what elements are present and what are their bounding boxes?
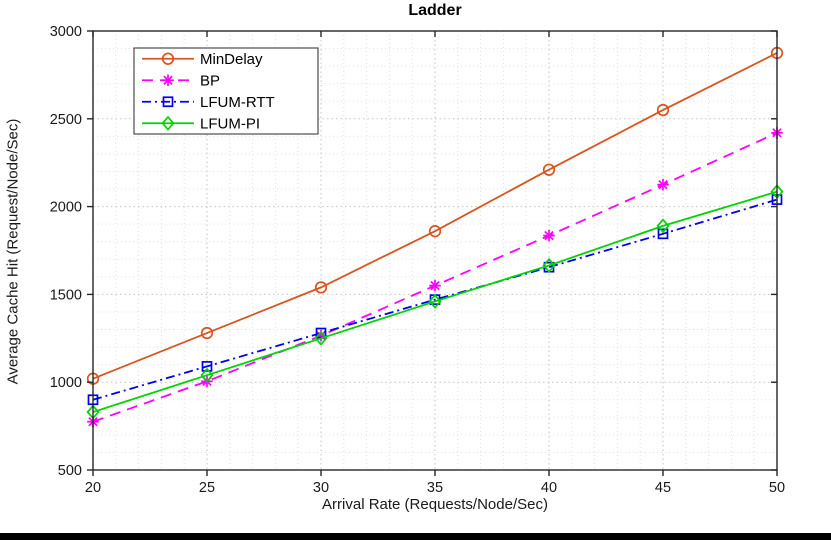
x-axis-label: Arrival Rate (Requests/Node/Sec) [322, 496, 548, 513]
x-tick-label: 25 [199, 480, 215, 496]
y-tick-label: 3000 [50, 24, 82, 40]
x-tick-label: 30 [313, 480, 329, 496]
circle-marker-icon [314, 281, 328, 294]
x-tick-label: 40 [541, 480, 557, 496]
circle-marker-icon [200, 326, 214, 340]
legend-label: MinDelay [200, 51, 263, 68]
axes [87, 30, 778, 476]
asterisk-marker-icon [429, 279, 441, 292]
y-tick-label: 500 [58, 463, 82, 479]
square-marker-icon [162, 96, 174, 108]
legend-label: BP [200, 72, 220, 89]
x-tick-label: 45 [655, 480, 671, 496]
asterisk-marker-icon [543, 229, 555, 242]
x-tick-label: 50 [769, 480, 785, 496]
x-tick-label: 20 [85, 480, 101, 496]
legend-item: MinDelay [142, 51, 263, 68]
legend-label: LFUM-RTT [200, 94, 275, 111]
y-tick-label: 2500 [50, 112, 82, 128]
circle-marker-icon [428, 225, 442, 238]
square-marker-icon [201, 361, 213, 372]
y-tick-label: 1000 [50, 375, 82, 391]
diamond-marker-icon [200, 367, 214, 383]
circle-marker-icon [656, 103, 670, 117]
diamond-marker-icon [656, 218, 670, 234]
x-tick-label: 35 [427, 480, 443, 496]
diamond-marker-icon [161, 115, 175, 131]
tick-labels: 20 25 30 35 40 45 50 500 1000 1500 2000 2500 3000 [50, 24, 785, 496]
diamond-marker-icon [428, 293, 442, 309]
diamond-marker-icon [542, 257, 556, 273]
y-tick-label: 2000 [50, 200, 82, 216]
legend-item: LFUM-PI [142, 115, 260, 132]
circle-marker-icon [161, 52, 175, 65]
legend-item: BP [142, 72, 220, 89]
legend: MinDelay BP LFUM-RTT LFUM-PI [133, 47, 319, 135]
series-lfum-pi [86, 184, 784, 420]
diamond-marker-icon [314, 330, 328, 346]
chart-title: Ladder [408, 2, 462, 19]
y-tick-label: 1500 [50, 287, 82, 303]
asterisk-marker-icon [162, 74, 174, 87]
window-bottom-bar [0, 533, 831, 540]
legend-label: LFUM-PI [200, 115, 260, 132]
legend-item: LFUM-RTT [142, 94, 275, 111]
asterisk-marker-icon [657, 178, 669, 191]
y-axis-label: Average Cache Hit (Request/Node/Sec) [4, 118, 22, 385]
circle-marker-icon [542, 163, 556, 176]
square-marker-icon [657, 228, 669, 240]
